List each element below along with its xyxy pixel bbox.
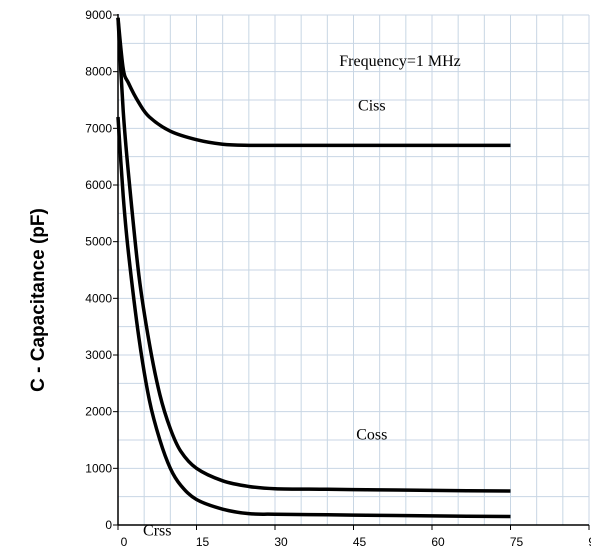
x-tick-label: 60	[431, 535, 445, 549]
labels: Ciss Coss Crss	[143, 98, 387, 540]
y-tick-label: 1000	[85, 461, 112, 475]
x-tick-label: 75	[510, 535, 524, 549]
x-tick-label: 30	[274, 535, 288, 549]
y-tick-label: 8000	[85, 65, 112, 79]
series-label-ciss: Ciss	[358, 98, 386, 115]
x-tick-label: 0	[121, 535, 128, 549]
y-tick-label: 2000	[85, 405, 112, 419]
y-tick-label: 3000	[85, 348, 112, 362]
series-label-coss: Coss	[356, 426, 387, 443]
y-axis-label: C - Capacitance (pF)	[28, 208, 49, 392]
y-tick-label: 6000	[85, 178, 112, 192]
series-label-crss: Crss	[143, 523, 171, 540]
grid	[117, 14, 590, 526]
series-lines	[116, 17, 511, 519]
series-line-coss	[116, 17, 511, 493]
series-line-crss	[116, 116, 511, 519]
y-tick-label: 9000	[85, 8, 112, 22]
y-tick-label: 5000	[85, 235, 112, 249]
axes: 0 1000 2000 3000 4000 5000 6000 7000 8000 9000 0 15…	[85, 8, 591, 549]
y-tick-label: 4000	[85, 291, 112, 305]
series-line-ciss	[116, 17, 511, 148]
y-tick-label: 0	[105, 518, 112, 532]
frequency-annotation: Frequency=1 MHz	[339, 53, 460, 70]
y-tick-label: 7000	[85, 121, 112, 135]
x-tick-label: 15	[196, 535, 210, 549]
x-tick-label: 90	[588, 535, 591, 549]
x-tick-label: 45	[353, 535, 367, 549]
